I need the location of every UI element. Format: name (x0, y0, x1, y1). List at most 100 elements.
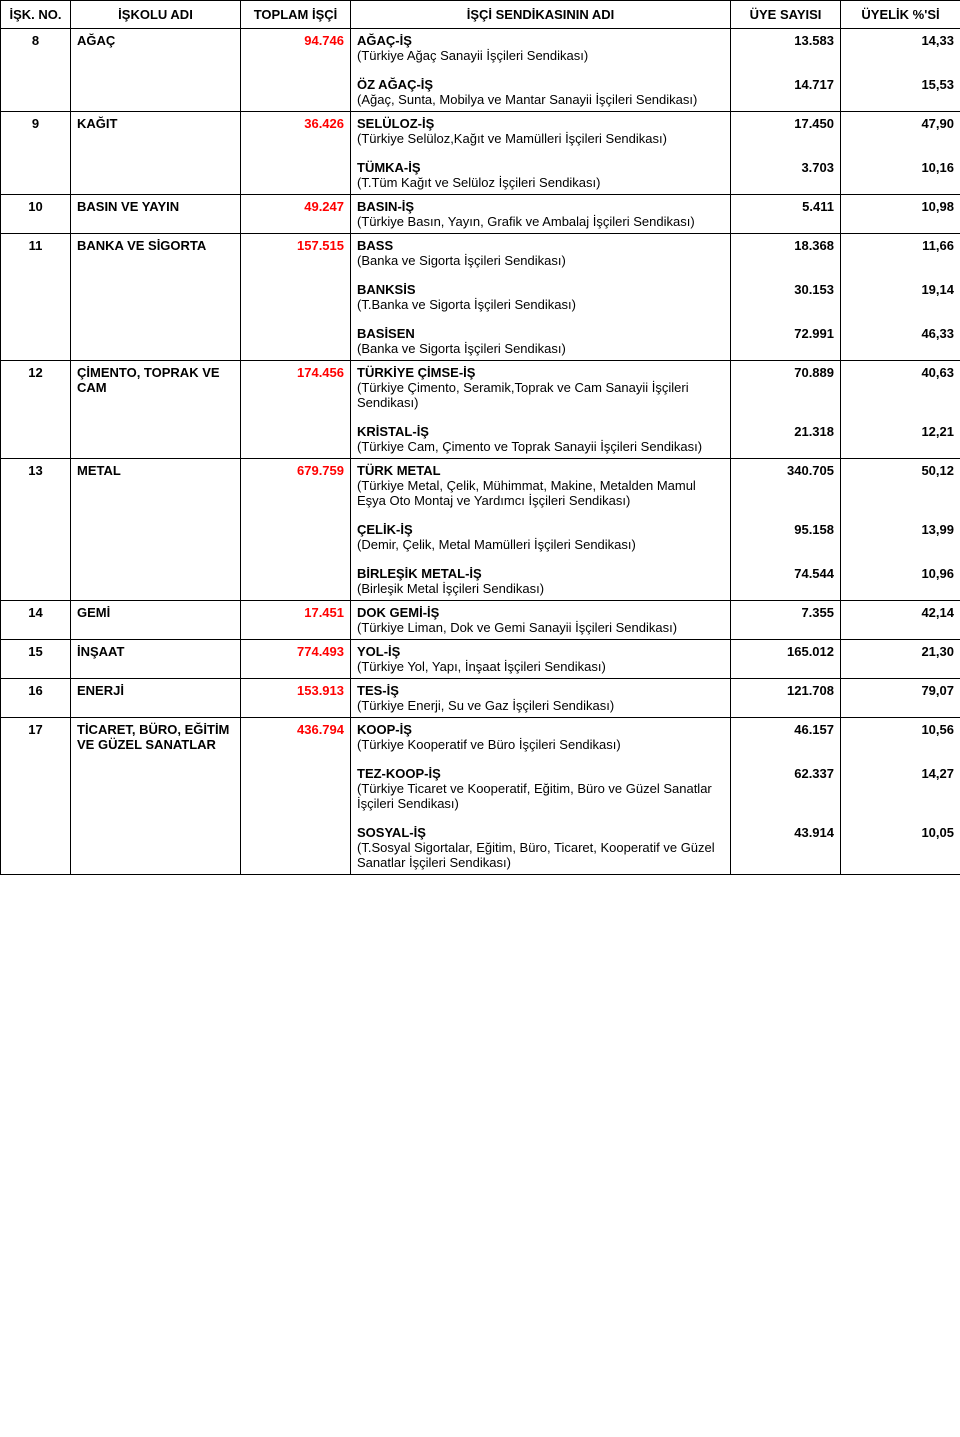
uye-value: 74.544 (737, 566, 834, 596)
sendika-desc: (Türkiye Liman, Dok ve Gemi Sanayii İşçi… (357, 620, 724, 635)
cell-pct: 79,07 (841, 679, 960, 718)
cell-iskolu: ENERJİ (71, 679, 241, 718)
sendika-desc: (T.Tüm Kağıt ve Selüloz İşçileri Sendika… (357, 175, 724, 190)
pct-value: 10,98 (847, 199, 954, 229)
cell-pct: 42,14 (841, 601, 960, 640)
pct-value: 79,07 (847, 683, 954, 713)
header-iskolu: İŞKOLU ADI (71, 1, 241, 29)
pct-value: 10,16 (847, 160, 954, 190)
cell-pct: 47,9010,16 (841, 112, 960, 195)
sendika-name: BANKSİS (357, 282, 724, 297)
pct-value: 13,99 (847, 522, 954, 552)
cell-iskolu: AĞAÇ (71, 29, 241, 112)
uye-value: 3.703 (737, 160, 834, 190)
uye-value: 62.337 (737, 766, 834, 811)
cell-sendika: TÜRKİYE ÇİMSE-İŞ(Türkiye Çimento, Serami… (351, 361, 731, 459)
cell-no: 14 (1, 601, 71, 640)
cell-sendika: DOK GEMİ-İŞ(Türkiye Liman, Dok ve Gemi S… (351, 601, 731, 640)
sendika-name: TÜRKİYE ÇİMSE-İŞ (357, 365, 724, 380)
sendika-name: BASİSEN (357, 326, 724, 341)
sendika-block: AĞAÇ-İŞ(Türkiye Ağaç Sanayii İşçileri Se… (357, 33, 724, 63)
pct-value: 14,27 (847, 766, 954, 811)
cell-uye: 121.708 (731, 679, 841, 718)
cell-toplam: 436.794 (241, 718, 351, 875)
cell-no: 16 (1, 679, 71, 718)
table-row: 9KAĞIT36.426SELÜLOZ-İŞ(Türkiye Selüloz,K… (1, 112, 960, 195)
sendika-block: TÜMKA-İŞ(T.Tüm Kağıt ve Selüloz İşçileri… (357, 160, 724, 190)
sendika-block: ÖZ AĞAÇ-İŞ(Ağaç, Sunta, Mobilya ve Manta… (357, 77, 724, 107)
cell-toplam: 174.456 (241, 361, 351, 459)
uye-value: 95.158 (737, 522, 834, 552)
pct-value: 46,33 (847, 326, 954, 356)
sendika-name: SOSYAL-İŞ (357, 825, 724, 840)
uye-value: 30.153 (737, 282, 834, 312)
cell-toplam: 36.426 (241, 112, 351, 195)
sendika-block: BANKSİS(T.Banka ve Sigorta İşçileri Send… (357, 282, 724, 312)
table-row: 8AĞAÇ94.746AĞAÇ-İŞ(Türkiye Ağaç Sanayii … (1, 29, 960, 112)
cell-no: 13 (1, 459, 71, 601)
uye-value: 46.157 (737, 722, 834, 752)
sendika-name: KOOP-İŞ (357, 722, 724, 737)
sendika-name: TÜMKA-İŞ (357, 160, 724, 175)
cell-uye: 5.411 (731, 195, 841, 234)
table-row: 11BANKA VE SİGORTA157.515BASS(Banka ve S… (1, 234, 960, 361)
table-row: 10BASIN VE YAYIN49.247BASIN-İŞ(Türkiye B… (1, 195, 960, 234)
page-container: İŞK. NO. İŞKOLU ADI TOPLAM İŞÇİ İŞÇİ SEN… (0, 0, 960, 875)
header-uye: ÜYE SAYISI (731, 1, 841, 29)
cell-toplam: 153.913 (241, 679, 351, 718)
sendika-block: BASS(Banka ve Sigorta İşçileri Sendikası… (357, 238, 724, 268)
cell-no: 10 (1, 195, 71, 234)
cell-pct: 10,5614,2710,05 (841, 718, 960, 875)
pct-value: 11,66 (847, 238, 954, 268)
cell-toplam: 679.759 (241, 459, 351, 601)
cell-iskolu: METAL (71, 459, 241, 601)
cell-uye: 46.15762.33743.914 (731, 718, 841, 875)
cell-uye: 7.355 (731, 601, 841, 640)
cell-toplam: 17.451 (241, 601, 351, 640)
table-row: 16ENERJİ153.913TES-İŞ(Türkiye Enerji, Su… (1, 679, 960, 718)
cell-no: 8 (1, 29, 71, 112)
cell-no: 12 (1, 361, 71, 459)
sendika-desc: (Türkiye Cam, Çimento ve Toprak Sanayii … (357, 439, 724, 454)
cell-iskolu: BANKA VE SİGORTA (71, 234, 241, 361)
pct-value: 14,33 (847, 33, 954, 63)
uye-value: 21.318 (737, 424, 834, 454)
cell-uye: 13.58314.717 (731, 29, 841, 112)
uye-value: 14.717 (737, 77, 834, 107)
sendika-block: TES-İŞ(Türkiye Enerji, Su ve Gaz İşçiler… (357, 683, 724, 713)
pct-value: 19,14 (847, 282, 954, 312)
uye-value: 5.411 (737, 199, 834, 229)
sendika-block: DOK GEMİ-İŞ(Türkiye Liman, Dok ve Gemi S… (357, 605, 724, 635)
sendika-block: KOOP-İŞ(Türkiye Kooperatif ve Büro İşçil… (357, 722, 724, 752)
sendika-desc: (Banka ve Sigorta İşçileri Sendikası) (357, 253, 724, 268)
header-pct: ÜYELİK %'Sİ (841, 1, 960, 29)
sendika-name: ÇELİK-İŞ (357, 522, 724, 537)
sendika-desc: (Türkiye Metal, Çelik, Mühimmat, Makine,… (357, 478, 724, 508)
sendika-desc: (Türkiye Enerji, Su ve Gaz İşçileri Send… (357, 698, 724, 713)
pct-value: 12,21 (847, 424, 954, 454)
pct-value: 40,63 (847, 365, 954, 410)
table-row: 13METAL679.759 TÜRK METAL(Türkiye Metal, … (1, 459, 960, 601)
pct-value: 15,53 (847, 77, 954, 107)
cell-iskolu: GEMİ (71, 601, 241, 640)
sendika-desc: (Demir, Çelik, Metal Mamülleri İşçileri … (357, 537, 724, 552)
cell-no: 17 (1, 718, 71, 875)
sendika-desc: (Türkiye Basın, Yayın, Grafik ve Ambalaj… (357, 214, 724, 229)
sendika-name: SELÜLOZ-İŞ (357, 116, 724, 131)
pct-value: 42,14 (847, 605, 954, 635)
cell-sendika: TES-İŞ(Türkiye Enerji, Su ve Gaz İşçiler… (351, 679, 731, 718)
table-row: 14GEMİ17.451DOK GEMİ-İŞ(Türkiye Liman, D… (1, 601, 960, 640)
pct-value: 10,96 (847, 566, 954, 596)
sendika-desc: (Türkiye Kooperatif ve Büro İşçileri Sen… (357, 737, 724, 752)
cell-uye: 18.36830.15372.991 (731, 234, 841, 361)
sendika-name: TÜRK METAL (357, 463, 724, 478)
cell-uye: 340.70595.15874.544 (731, 459, 841, 601)
sendika-desc: (T.Sosyal Sigortalar, Eğitim, Büro, Tica… (357, 840, 724, 870)
cell-toplam: 49.247 (241, 195, 351, 234)
cell-iskolu: KAĞIT (71, 112, 241, 195)
sendika-name: AĞAÇ-İŞ (357, 33, 724, 48)
table-row: 17TİCARET, BÜRO, EĞİTİM VE GÜZEL SANATLA… (1, 718, 960, 875)
cell-no: 9 (1, 112, 71, 195)
cell-toplam: 94.746 (241, 29, 351, 112)
sendika-block: BASİSEN(Banka ve Sigorta İşçileri Sendik… (357, 326, 724, 356)
